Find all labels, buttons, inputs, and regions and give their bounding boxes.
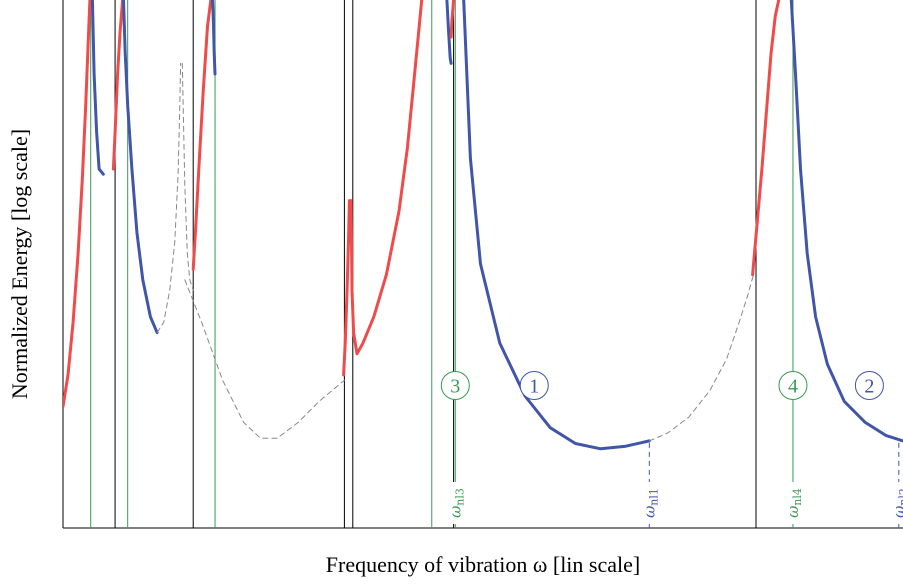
unstable-branch-17 — [789, 0, 903, 443]
y-axis-label: Normalized Energy [log scale] — [7, 129, 32, 399]
stable-branch-7 — [191, 0, 213, 271]
mode-marker-circle-4 — [778, 370, 808, 400]
mode-marker-circle-1 — [519, 370, 549, 400]
unstable-branch-8 — [211, 0, 217, 76]
dashed-branch-15 — [648, 274, 754, 442]
mode-marker-label-4: 4 — [788, 375, 798, 397]
unstable-branch-2 — [90, 0, 105, 176]
mode-marker-circle-3 — [440, 370, 470, 400]
stable-branch-10 — [342, 199, 351, 377]
unstable-branch-4 — [122, 0, 159, 335]
x-axis-label: Frequency of vibration ω [lin scale] — [326, 552, 640, 577]
stable-branch-16 — [751, 0, 781, 277]
nl-label-bg-nl3 — [446, 482, 465, 524]
unstable-branch-14 — [462, 0, 651, 451]
unstable-branch-12 — [445, 0, 453, 65]
stable-branch-13 — [449, 0, 456, 39]
nl-label-bg-nl2 — [889, 482, 903, 524]
stable-branch-1 — [63, 0, 92, 409]
nl-label-bg-nl4 — [783, 482, 802, 524]
stable-branch-11 — [349, 0, 424, 356]
nl-label-bg-nl1 — [640, 482, 659, 524]
plot-area: ωnl3ωnl1ωnl4ωnl23142 — [62, 0, 903, 529]
mode-marker-label-3: 3 — [450, 375, 460, 397]
curves-group — [63, 0, 903, 451]
stable-branch-3 — [111, 0, 125, 171]
dashed-branch-9 — [184, 279, 345, 439]
dashed-branch-5 — [156, 62, 182, 334]
mode-marker-label-1: 1 — [529, 375, 539, 397]
mode-marker-circle-2 — [854, 370, 884, 400]
dashed-branch-6 — [181, 62, 194, 291]
mode-marker-label-2: 2 — [864, 375, 874, 397]
